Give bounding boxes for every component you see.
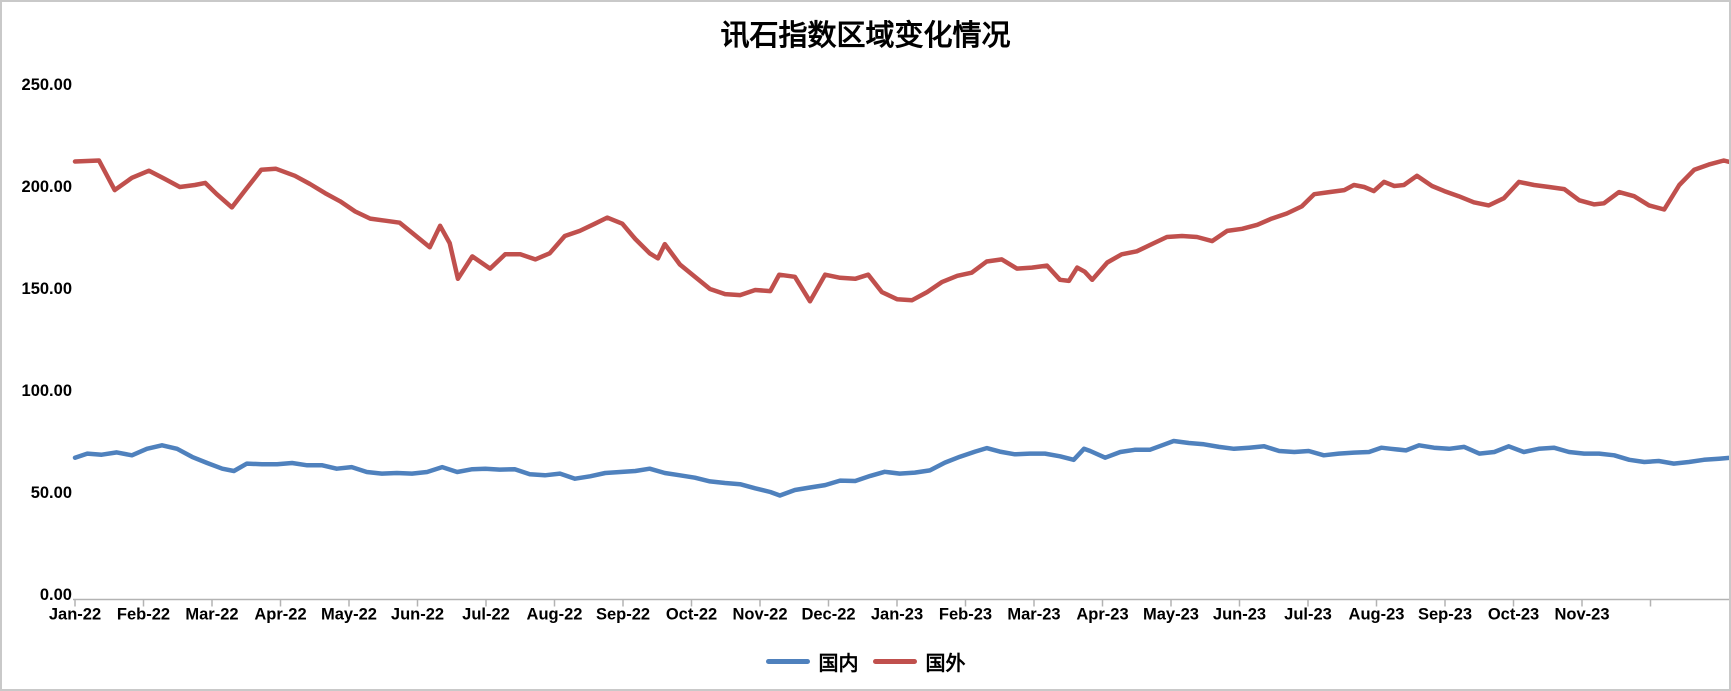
x-axis-label: Apr-22 (254, 606, 306, 624)
x-axis-label: Feb-22 (117, 606, 170, 624)
y-axis-label: 100.00 (22, 382, 72, 400)
legend-marker-domestic-line (765, 659, 810, 664)
legend-label-foreign: 国外 (925, 653, 966, 675)
x-axis-label: Nov-22 (732, 606, 787, 624)
x-axis-label: Jun-22 (391, 606, 444, 624)
x-axis-label: Dec-22 (801, 606, 855, 624)
legend-label-domestic: 国内 (818, 653, 859, 675)
x-axis-label: Oct-22 (666, 606, 717, 624)
x-axis-label: Jul-23 (1284, 606, 1332, 624)
x-axis-label: Feb-23 (939, 606, 992, 624)
x-axis-label: Sep-23 (1418, 606, 1472, 624)
x-axis-label: May-22 (321, 606, 377, 624)
x-axis-label: Apr-23 (1076, 606, 1128, 624)
x-axis-label: Oct-23 (1488, 606, 1539, 624)
series-line-domestic (72, 438, 1729, 498)
chart-legend: 国内 国外 (2, 647, 1729, 676)
series-line-foreign (72, 158, 1729, 304)
x-axis-label: Nov-23 (1554, 606, 1609, 624)
y-axis-label: 150.00 (22, 280, 72, 298)
x-axis-label: Aug-23 (1349, 606, 1405, 624)
x-axis-label: Jan-23 (871, 606, 923, 624)
legend-item-domestic: 国内 (765, 647, 859, 676)
y-axis-label: 50.00 (31, 484, 72, 502)
y-axis-label: 250.00 (22, 76, 72, 94)
x-axis-label: Mar-23 (1007, 606, 1060, 624)
x-axis-label: Jan-22 (49, 606, 101, 624)
x-axis-label: Jun-23 (1213, 606, 1266, 624)
x-axis-label: May-23 (1143, 606, 1199, 624)
x-axis-label: Aug-22 (527, 606, 583, 624)
x-axis-label: Jul-22 (462, 606, 510, 624)
y-axis-label: 200.00 (22, 178, 72, 196)
x-axis-label: Mar-22 (185, 606, 238, 624)
y-axis-label: 0.00 (40, 586, 72, 604)
x-axis-label: Sep-22 (596, 606, 650, 624)
legend-marker-foreign-line (872, 659, 917, 664)
legend-item-foreign: 国外 (872, 647, 966, 676)
chart-title: 讯石指数区域变化情况 (720, 20, 1011, 52)
